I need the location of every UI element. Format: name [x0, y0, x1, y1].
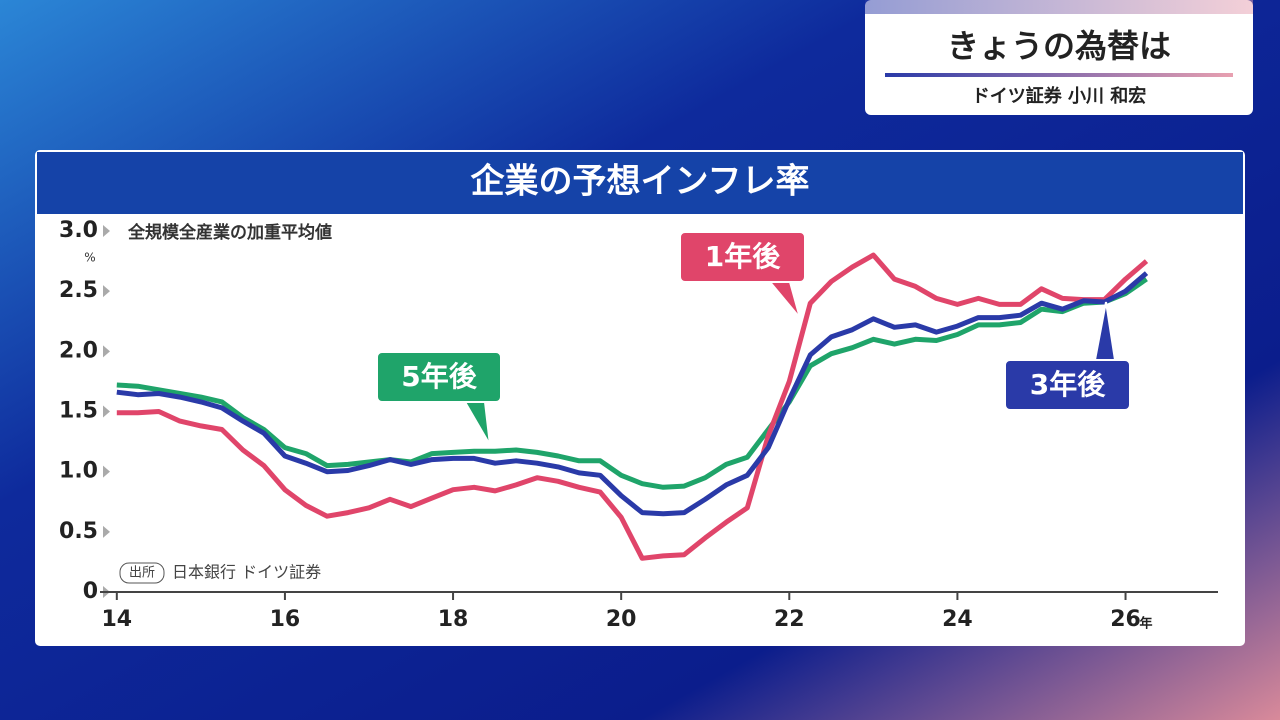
x-unit: 年 — [1140, 616, 1153, 632]
legend-box — [679, 231, 806, 283]
header-presenter: ドイツ証券 小川 和宏 — [972, 85, 1147, 107]
source: 日本銀行 ドイツ証券 — [172, 563, 321, 582]
x-tick-label: 26 — [1110, 607, 1141, 632]
y-tick-mark — [103, 285, 110, 298]
header-rule — [885, 73, 1233, 77]
y-tick-label: 2.5 — [59, 278, 98, 303]
x-tick-label: 20 — [606, 607, 637, 632]
legend-label: 5年後 — [401, 360, 477, 393]
header-box: きょうの為替は ドイツ証券 小川 和宏 — [865, 0, 1253, 115]
source-tag-box — [119, 562, 165, 584]
source-tag: 出所 — [129, 566, 155, 581]
chart-title: 企業の予想インフレ率 — [471, 162, 810, 202]
y-tick-label: 1.5 — [59, 399, 98, 424]
legend-box — [376, 351, 502, 403]
x-tick-label: 24 — [942, 607, 973, 632]
x-tick-label: 22 — [774, 607, 805, 632]
chart-panel — [35, 150, 1245, 646]
y-unit: % — [84, 251, 95, 265]
series-line — [116, 271, 1149, 517]
x-tick-label: 14 — [101, 607, 132, 632]
series-line — [116, 252, 1149, 561]
header-strip — [865, 0, 1253, 14]
y-tick-mark — [103, 465, 110, 478]
x-tick-label: 18 — [438, 607, 469, 632]
y-tick-label: 0 — [83, 579, 98, 604]
subtitle: 全規模全産業の加重平均値 — [127, 222, 332, 243]
legend-label: 1年後 — [705, 240, 781, 273]
y-tick-mark — [103, 225, 110, 237]
series-line — [116, 277, 1148, 490]
y-tick-label: 2.0 — [59, 338, 98, 363]
header-panel — [865, 0, 1253, 115]
y-tick-mark — [103, 345, 110, 358]
legend-box — [1004, 359, 1131, 411]
x-tick-label: 16 — [270, 607, 301, 632]
legend-label: 3年後 — [1030, 368, 1106, 401]
y-tick-label: 0.5 — [59, 519, 98, 544]
y-tick-label: 1.0 — [59, 459, 98, 484]
y-tick-mark — [103, 405, 110, 418]
y-tick-mark — [103, 525, 110, 538]
title-bar — [37, 152, 1243, 214]
header-title: きょうの為替は — [947, 27, 1171, 65]
y-tick-label: 3.0 — [59, 218, 98, 243]
